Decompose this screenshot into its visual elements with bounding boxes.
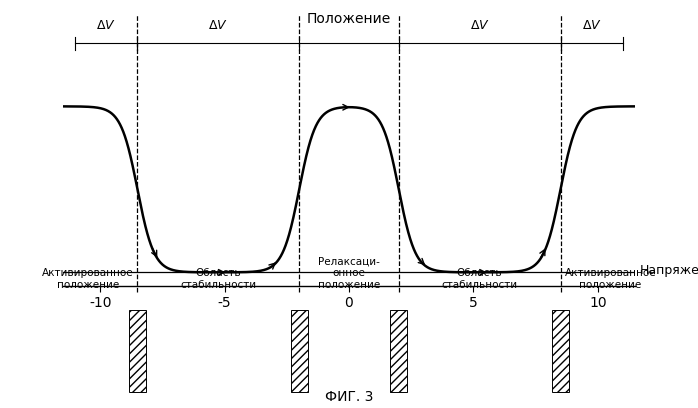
Text: Релаксаци-
онное
положение: Релаксаци- онное положение <box>318 257 380 290</box>
Text: $\Delta V$: $\Delta V$ <box>470 19 489 32</box>
Text: Область
стабильности: Область стабильности <box>180 268 256 290</box>
Text: Область
стабильности: Область стабильности <box>442 268 518 290</box>
Text: $V_{bias}$: $V_{bias}$ <box>463 0 497 3</box>
Text: $-V_{bias}$: $-V_{bias}$ <box>195 0 242 3</box>
Text: $\Delta V$: $\Delta V$ <box>209 19 228 32</box>
Text: Положение: Положение <box>307 12 391 26</box>
Text: ФИГ. 3: ФИГ. 3 <box>325 390 373 404</box>
Text: $\Delta V$: $\Delta V$ <box>581 19 602 32</box>
Text: Напряжение: Напряжение <box>640 264 698 277</box>
Text: Активированное
положение: Активированное положение <box>42 268 133 290</box>
Text: $\Delta V$: $\Delta V$ <box>96 19 117 32</box>
Text: Активированное
положение: Активированное положение <box>565 268 656 290</box>
